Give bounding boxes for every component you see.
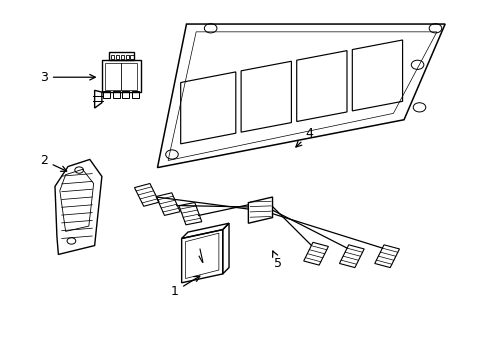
Bar: [102, 91, 110, 99]
Bar: [112, 91, 120, 99]
Bar: [122, 91, 129, 99]
Bar: [125, 55, 129, 59]
Text: 4: 4: [295, 127, 313, 147]
Bar: [130, 55, 134, 59]
Text: 1: 1: [170, 276, 200, 298]
Text: 5: 5: [272, 251, 282, 270]
Text: 2: 2: [40, 154, 66, 171]
Bar: [121, 55, 124, 59]
Bar: [132, 91, 139, 99]
Text: 3: 3: [40, 71, 95, 84]
Bar: [116, 55, 119, 59]
Bar: [111, 55, 114, 59]
